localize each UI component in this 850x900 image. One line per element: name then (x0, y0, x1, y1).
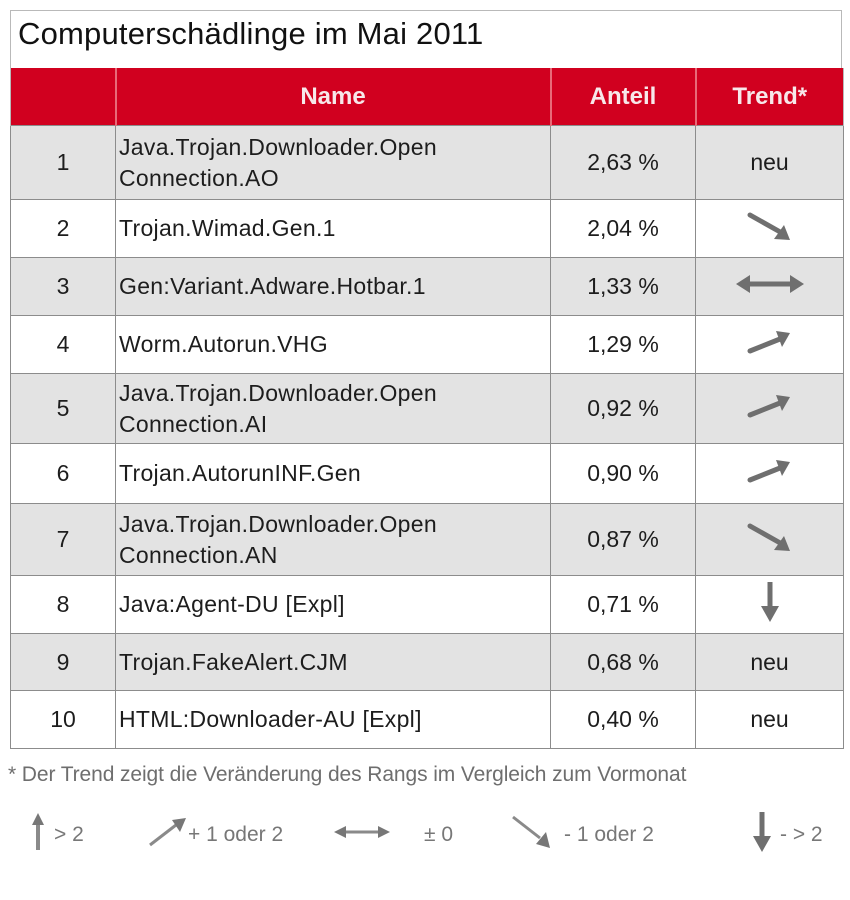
arrow-left-right-icon (734, 273, 806, 301)
malware-name-line1: Java.Trojan.Downloader.Open (119, 133, 437, 160)
table-row: 7 Java.Trojan.Downloader.Open Connection.A… (10, 503, 844, 576)
name-cell: Java.Trojan.Downloader.Open Connection.AN (115, 503, 551, 576)
malware-name-line1: Worm.Autorun.VHG (119, 331, 328, 357)
share-cell: 0,90 % (550, 443, 696, 504)
malware-name-line2: Connection.AO (119, 164, 279, 191)
name-cell: Trojan.FakeAlert.CJM (115, 633, 551, 691)
arrow-left-right-icon (332, 823, 392, 847)
arrow-up-right-icon (744, 391, 796, 427)
arrow-down-icon (758, 580, 782, 630)
malware-name-line1: Trojan.AutorunINF.Gen (119, 460, 361, 486)
trend-new-label: neu (750, 149, 789, 175)
rank-cell: 2 (10, 199, 116, 258)
footnote: * Der Trend zeigt die Veränderung des Ra… (8, 763, 687, 786)
trend-cell: neu (695, 633, 844, 691)
name-cell: Trojan.Wimad.Gen.1 (115, 199, 551, 258)
trend-new-label: neu (750, 706, 789, 732)
header-trend: Trend* (694, 68, 844, 126)
trend-cell (695, 199, 844, 258)
trend-cell (695, 503, 844, 576)
legend-item-up: > 2 (30, 810, 84, 860)
malware-table: Name Anteil Trend* 1 Java.Trojan.Download… (10, 68, 844, 749)
share-cell: 2,04 % (550, 199, 696, 258)
legend-label: > 2 (54, 823, 84, 846)
trend-legend: > 2 + 1 oder 2 ± 0 - 1 oder 2 - > 2 (0, 810, 850, 860)
table-row: 6 Trojan.AutorunINF.Gen 0,90 % (10, 443, 844, 504)
share-cell: 0,71 % (550, 575, 696, 634)
page-title: Computerschädlinge im Mai 2011 (18, 16, 484, 51)
trend-cell (695, 575, 844, 634)
trend-cell (695, 443, 844, 504)
table-row: 1 Java.Trojan.Downloader.Open Connection.A… (10, 125, 844, 200)
legend-item-same: ± 0 (332, 810, 453, 860)
malware-name-line1: Gen:Variant.Adware.Hotbar.1 (119, 273, 426, 299)
malware-name-line1: Trojan.Wimad.Gen.1 (119, 215, 336, 241)
header-name: Name (114, 68, 552, 126)
name-cell: Java.Trojan.Downloader.Open Connection.AO (115, 125, 551, 200)
arrow-up-right-icon (744, 456, 796, 492)
share-cell: 0,68 % (550, 633, 696, 691)
arrow-down-right-icon (744, 520, 796, 560)
trend-cell (695, 373, 844, 444)
table-row: 5 Java.Trojan.Downloader.Open Connection.A… (10, 373, 844, 444)
malware-name-line1: HTML:Downloader-AU [Expl] (119, 706, 422, 732)
name-cell: Gen:Variant.Adware.Hotbar.1 (115, 257, 551, 316)
legend-item-up-right: + 1 oder 2 (146, 810, 283, 860)
trend-cell (695, 257, 844, 316)
arrow-up-icon (30, 812, 46, 858)
share-cell: 2,63 % (550, 125, 696, 200)
malware-name-line1: Java.Trojan.Downloader.Open (119, 510, 437, 537)
arrow-down-right-icon (744, 209, 796, 249)
name-cell: HTML:Downloader-AU [Expl] (115, 690, 551, 749)
name-cell: Worm.Autorun.VHG (115, 315, 551, 374)
table-row: 3 Gen:Variant.Adware.Hotbar.1 1,33 % (10, 257, 844, 316)
share-cell: 1,33 % (550, 257, 696, 316)
table-row: 9 Trojan.FakeAlert.CJM 0,68 % neu (10, 633, 844, 691)
name-cell: Trojan.AutorunINF.Gen (115, 443, 551, 504)
legend-label: - 1 oder 2 (564, 823, 654, 846)
legend-item-down-right: - 1 oder 2 (510, 810, 654, 860)
arrow-down-right-icon (510, 814, 554, 856)
rank-cell: 1 (10, 125, 116, 200)
rank-cell: 6 (10, 443, 116, 504)
rank-cell: 3 (10, 257, 116, 316)
legend-item-down: - > 2 (750, 810, 823, 860)
malware-name-line2: Connection.AN (119, 541, 278, 568)
share-cell: 0,92 % (550, 373, 696, 444)
legend-label: + 1 oder 2 (188, 823, 284, 846)
share-cell: 0,87 % (550, 503, 696, 576)
table-row: 2 Trojan.Wimad.Gen.1 2,04 % (10, 199, 844, 258)
rank-cell: 4 (10, 315, 116, 374)
trend-new-label: neu (750, 648, 789, 675)
legend-label: ± 0 (424, 823, 454, 846)
table-row: 4 Worm.Autorun.VHG 1,29 % (10, 315, 844, 374)
rank-cell: 7 (10, 503, 116, 576)
arrow-down-icon (750, 810, 774, 860)
name-cell: Java.Trojan.Downloader.Open Connection.AI (115, 373, 551, 444)
arrow-up-right-icon (146, 815, 188, 855)
table-row: 8 Java:Agent-DU [Expl] 0,71 % (10, 575, 844, 634)
arrow-up-right-icon (744, 327, 796, 363)
malware-name-line1: Java.Trojan.Downloader.Open (119, 379, 437, 406)
header-rank (10, 68, 117, 126)
rank-cell: 10 (10, 690, 116, 749)
table-row: 10 HTML:Downloader-AU [Expl] 0,40 % neu (10, 690, 844, 749)
trend-cell: neu (695, 125, 844, 200)
trend-cell: neu (695, 690, 844, 749)
rank-cell: 8 (10, 575, 116, 634)
share-cell: 0,40 % (550, 690, 696, 749)
malware-name-line1: Trojan.FakeAlert.CJM (119, 648, 348, 675)
share-cell: 1,29 % (550, 315, 696, 374)
malware-name-line1: Java:Agent-DU [Expl] (119, 591, 345, 617)
name-cell: Java:Agent-DU [Expl] (115, 575, 551, 634)
malware-name-line2: Connection.AI (119, 410, 268, 437)
legend-label: - > 2 (780, 823, 823, 846)
rank-cell: 5 (10, 373, 116, 444)
header-share: Anteil (549, 68, 697, 126)
table-header-row: Name Anteil Trend* (10, 68, 844, 126)
rank-cell: 9 (10, 633, 116, 691)
trend-cell (695, 315, 844, 374)
